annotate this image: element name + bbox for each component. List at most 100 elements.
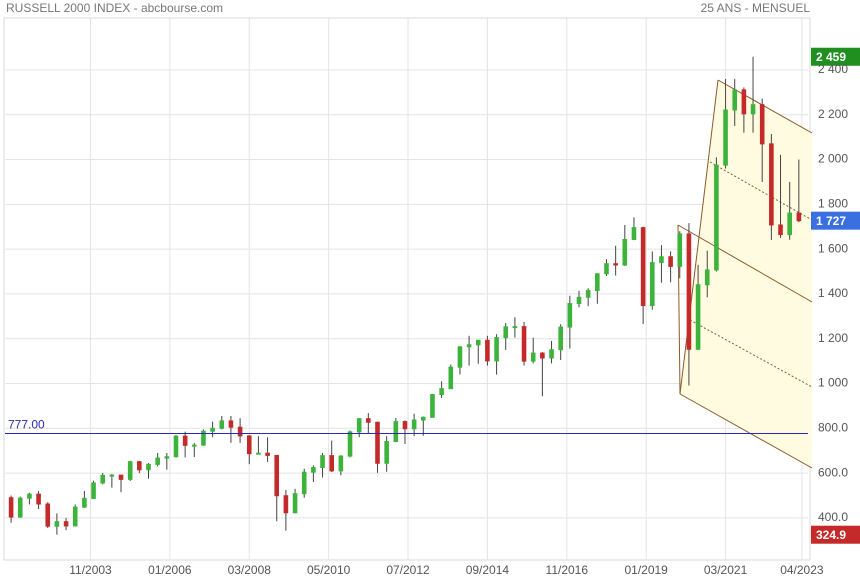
candle-body (91, 482, 96, 499)
pitchfork-line (679, 393, 813, 469)
candle-body (741, 89, 747, 115)
candle-body (192, 444, 197, 447)
candle-body (622, 239, 628, 266)
candle-body (503, 326, 509, 339)
candle-body (228, 420, 234, 428)
chart-subtitle: 25 ANS - MENSUEL (701, 1, 811, 15)
x-tick-label: 09/2014 (466, 563, 510, 577)
candle-body (237, 426, 243, 437)
candle-body (457, 346, 463, 368)
candle-body (182, 435, 188, 446)
candle-body (494, 337, 499, 362)
chart-title: RUSSELL 2000 INDEX - abcbourse.com (6, 1, 223, 15)
candle-body (475, 339, 481, 346)
candle-body (393, 421, 399, 443)
candle-body (36, 493, 41, 505)
candle-body (356, 418, 362, 433)
candle-body (127, 461, 133, 480)
y-tick-label: 2 000 (818, 152, 848, 166)
candle-body (558, 326, 563, 351)
y-tick-label: 1 000 (818, 376, 848, 390)
y-tick-label: 1 400 (818, 286, 848, 300)
candle-body (769, 143, 774, 226)
candle-body (100, 474, 106, 484)
candle-body (210, 427, 215, 432)
pitchfork-line (677, 224, 813, 303)
candle-body (659, 256, 664, 264)
candle-body (45, 503, 51, 527)
candle-body (512, 326, 518, 329)
candle-body (320, 455, 325, 469)
candle-body (640, 227, 646, 307)
candle-body (146, 463, 151, 471)
candle-body (274, 454, 280, 497)
candle-body (173, 435, 179, 458)
candle-body (256, 452, 261, 455)
x-tick-label: 01/2019 (624, 563, 668, 577)
candle-body (17, 497, 23, 518)
candle-body (164, 456, 170, 459)
candle-body (668, 256, 673, 267)
candle-body (521, 326, 527, 362)
pitchfork-line (689, 319, 813, 388)
x-tick-label: 07/2012 (386, 563, 430, 577)
candle-body (338, 455, 344, 472)
candle-body (714, 164, 719, 271)
x-tick-label: 04/2023 (780, 563, 824, 577)
candle-body (246, 435, 252, 455)
y-tick-label: 400.0 (818, 510, 848, 524)
candle-body (613, 263, 618, 266)
candle-body (695, 284, 701, 350)
x-tick-label: 11/2003 (69, 563, 112, 577)
price-badge-label: 1 727 (816, 214, 846, 228)
price-badge-label: 324.9 (816, 528, 846, 542)
candle-body (686, 233, 692, 350)
candle-body (530, 352, 536, 362)
x-tick-label: 03/2008 (228, 563, 272, 577)
pitchfork-line (709, 161, 813, 221)
x-tick-label: 01/2006 (148, 563, 192, 577)
candle-body (704, 269, 710, 286)
candle-body (54, 521, 60, 527)
y-tick-label: 600.0 (818, 465, 848, 479)
y-tick-label: 1 800 (818, 197, 848, 211)
price-badge (811, 211, 860, 230)
candle-body (723, 109, 728, 166)
candle-body (384, 441, 389, 464)
candle-body (366, 418, 371, 423)
x-tick-label: 11/2016 (546, 563, 589, 577)
candle-body (118, 474, 124, 480)
y-tick-label: 2 200 (818, 107, 848, 121)
candle-body (485, 339, 490, 362)
candle-body (549, 349, 554, 359)
candle-body (82, 497, 87, 508)
candle-body (787, 212, 792, 236)
x-tick-label: 05/2010 (307, 563, 351, 577)
candle-body (759, 104, 765, 145)
candle-body (301, 471, 307, 495)
candle-body (8, 497, 14, 518)
pitchfork-line (717, 79, 813, 134)
y-tick-label: 1 200 (818, 331, 848, 345)
candle-body (466, 344, 472, 348)
candle-body (732, 89, 738, 111)
candle-body (585, 290, 591, 298)
candle-body (631, 227, 637, 241)
candle-body (201, 430, 206, 446)
candle-body (292, 493, 298, 514)
candle-body (402, 421, 408, 430)
candle-body (265, 452, 270, 456)
candle-body (219, 420, 225, 429)
candle-body (137, 461, 142, 471)
candle-body (750, 104, 756, 115)
candle-body (604, 263, 609, 275)
price-badge (811, 525, 860, 544)
price-badge (811, 47, 860, 66)
candle-body (778, 224, 783, 236)
candle-body (63, 521, 69, 527)
pitchfork (677, 79, 813, 469)
candle-body (72, 506, 78, 527)
price-badge-label: 2 459 (816, 50, 846, 64)
candle-body (595, 273, 600, 292)
